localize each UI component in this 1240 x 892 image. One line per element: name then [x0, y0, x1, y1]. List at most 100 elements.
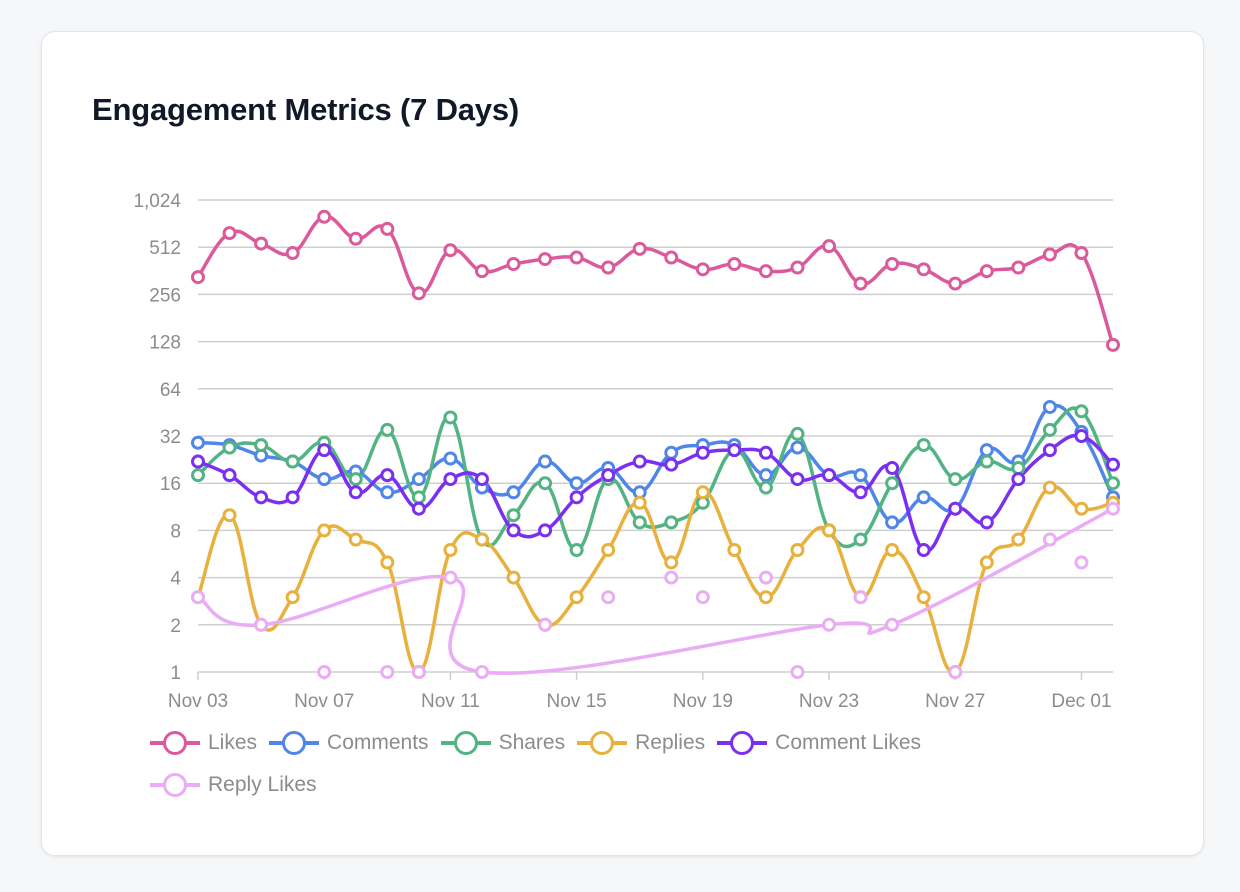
shares-point — [790, 426, 805, 441]
x-tick-label: Dec 01 — [1051, 691, 1111, 712]
comments-point — [790, 440, 805, 455]
reply-likes-point — [885, 617, 900, 632]
reply-likes-point — [822, 617, 837, 632]
replies-point — [632, 495, 647, 510]
replies-point — [695, 485, 710, 500]
comment-likes-point — [664, 457, 679, 472]
x-tick-label: Nov 19 — [673, 691, 733, 712]
likes-point — [285, 246, 300, 261]
likes-point — [191, 270, 205, 285]
comments-point — [317, 472, 332, 487]
replies-point — [885, 542, 900, 557]
likes-point — [948, 276, 963, 291]
x-tick-label: Nov 27 — [925, 691, 985, 712]
legend-item-shares[interactable]: Shares — [440, 731, 566, 755]
likes-point — [474, 264, 489, 279]
legend-line-circle-icon — [269, 731, 320, 755]
y-tick-label: 4 — [170, 569, 181, 590]
comments-point — [443, 451, 458, 466]
replies-point — [443, 542, 458, 557]
reply-likes-point — [474, 665, 489, 679]
shares-point — [1011, 461, 1026, 476]
reply-likes-point — [664, 570, 679, 585]
comment-likes-point — [853, 485, 868, 500]
shares-point — [348, 472, 363, 487]
comments-point — [916, 490, 931, 505]
replies-point — [664, 555, 679, 570]
y-tick-label: 64 — [160, 380, 182, 401]
comment-likes-point — [822, 468, 837, 483]
y-tick-label: 512 — [149, 238, 181, 259]
comment-likes-point — [1074, 429, 1089, 443]
shares-point — [664, 515, 679, 530]
comment-likes-point — [285, 490, 300, 505]
y-tick-label: 128 — [149, 333, 181, 354]
legend-line-circle-icon — [150, 731, 200, 755]
likes-point — [1106, 337, 1120, 352]
legend-item-comments[interactable]: Comments — [269, 731, 429, 755]
comment-likes-point — [443, 472, 458, 487]
comment-likes-point — [758, 445, 773, 460]
legend-item-comment-likes[interactable]: Comment Likes — [717, 731, 921, 755]
chart-legend: Likes Comments Shares Replies Comment Likes … — [150, 722, 1090, 806]
replies-point — [916, 590, 931, 605]
shares-point — [411, 490, 426, 505]
comment-likes-point — [601, 468, 616, 483]
comments-point — [380, 485, 395, 500]
shares-point — [191, 468, 205, 483]
legend-label: Shares — [498, 731, 566, 754]
series-points — [191, 209, 1120, 679]
replies-point — [285, 590, 300, 605]
comments-point — [506, 485, 521, 500]
legend-label: Comment Likes — [775, 731, 922, 754]
reply-likes-point — [948, 665, 963, 679]
shares-point — [222, 440, 237, 455]
comments-point — [411, 472, 426, 487]
reply-likes-point — [254, 617, 269, 632]
shares-point — [380, 422, 395, 437]
reply-likes-point — [695, 590, 710, 605]
likes-point — [790, 260, 805, 275]
comment-likes-point — [948, 501, 963, 516]
reply-likes-point — [380, 665, 395, 679]
reply-likes-point — [758, 570, 773, 585]
reply-likes-point — [538, 617, 553, 632]
y-tick-label: 32 — [160, 427, 181, 448]
shares-point — [538, 476, 553, 491]
legend-item-likes[interactable]: Likes — [150, 731, 257, 755]
y-tick-label: 1 — [170, 663, 181, 684]
replies-point — [474, 532, 489, 547]
reply-likes-point — [191, 590, 205, 605]
legend-label: Comments — [327, 731, 429, 754]
y-tick-label: 256 — [149, 285, 181, 306]
comment-likes-point — [1011, 472, 1026, 487]
x-tick-label: Nov 11 — [421, 691, 480, 712]
likes-line — [196, 215, 1115, 346]
comment-likes-point — [979, 515, 994, 530]
likes-point — [222, 226, 237, 241]
likes-point — [348, 231, 363, 246]
reply-likes-point — [1074, 555, 1089, 570]
likes-point — [538, 252, 553, 267]
y-tick-label: 8 — [170, 521, 181, 542]
comment-likes-point — [916, 542, 931, 557]
likes-point — [317, 209, 332, 224]
replies-point — [601, 542, 616, 557]
likes-point — [664, 250, 679, 265]
legend-label: Reply Likes — [208, 773, 317, 796]
likes-point — [695, 262, 710, 277]
likes-point — [853, 276, 868, 291]
legend-item-replies[interactable]: Replies — [577, 731, 705, 755]
shares-point — [758, 480, 773, 495]
legend-label: Likes — [208, 731, 258, 754]
likes-point — [569, 250, 584, 265]
shares-point — [1074, 404, 1089, 419]
likes-point — [506, 257, 521, 272]
legend-item-reply-likes[interactable]: Reply Likes — [150, 773, 317, 797]
replies-point — [1074, 501, 1089, 516]
replies-point — [758, 590, 773, 605]
shares-point — [885, 476, 900, 491]
y-tick-label: 1,024 — [133, 191, 181, 212]
replies-point — [317, 523, 332, 538]
likes-point — [979, 264, 994, 279]
